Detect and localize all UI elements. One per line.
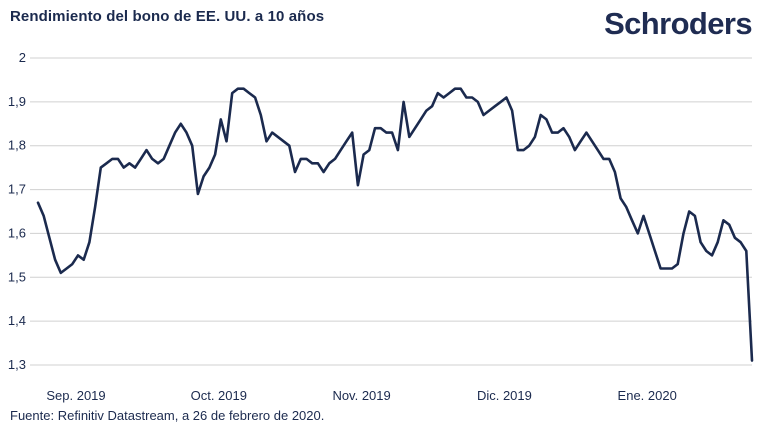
source-note: Fuente: Refinitiv Datastream, a 26 de fe… bbox=[10, 408, 325, 423]
series-line bbox=[36, 87, 754, 362]
x-axis: Sep. 2019 Oct. 2019 Nov. 2019 Dic. 2019 Ene.… bbox=[46, 388, 676, 403]
brand-logo: Schroders bbox=[604, 6, 753, 41]
x-tick-label: Oct. 2019 bbox=[191, 388, 247, 403]
y-axis: 2 1,9 1,8 1,7 1,6 1,5 1,4 1,3 bbox=[8, 50, 26, 372]
grid-layer bbox=[30, 57, 752, 366]
y-tick-label: 1,5 bbox=[8, 269, 26, 284]
y-tick-label: 1,3 bbox=[8, 357, 26, 372]
x-tick-label: Sep. 2019 bbox=[46, 388, 105, 403]
chart-title: Rendimiento del bono de EE. UU. a 10 año… bbox=[10, 8, 325, 25]
y-tick-label: 2 bbox=[19, 50, 26, 65]
x-tick-label: Ene. 2020 bbox=[618, 388, 677, 403]
x-tick-label: Nov. 2019 bbox=[332, 388, 390, 403]
y-tick-label: 1,6 bbox=[8, 225, 26, 240]
x-tick-label: Dic. 2019 bbox=[477, 388, 532, 403]
y-tick-label: 1,4 bbox=[8, 313, 26, 328]
y-tick-label: 1,7 bbox=[8, 182, 26, 197]
y-tick-label: 1,8 bbox=[8, 138, 26, 153]
y-tick-label: 1,9 bbox=[8, 94, 26, 109]
